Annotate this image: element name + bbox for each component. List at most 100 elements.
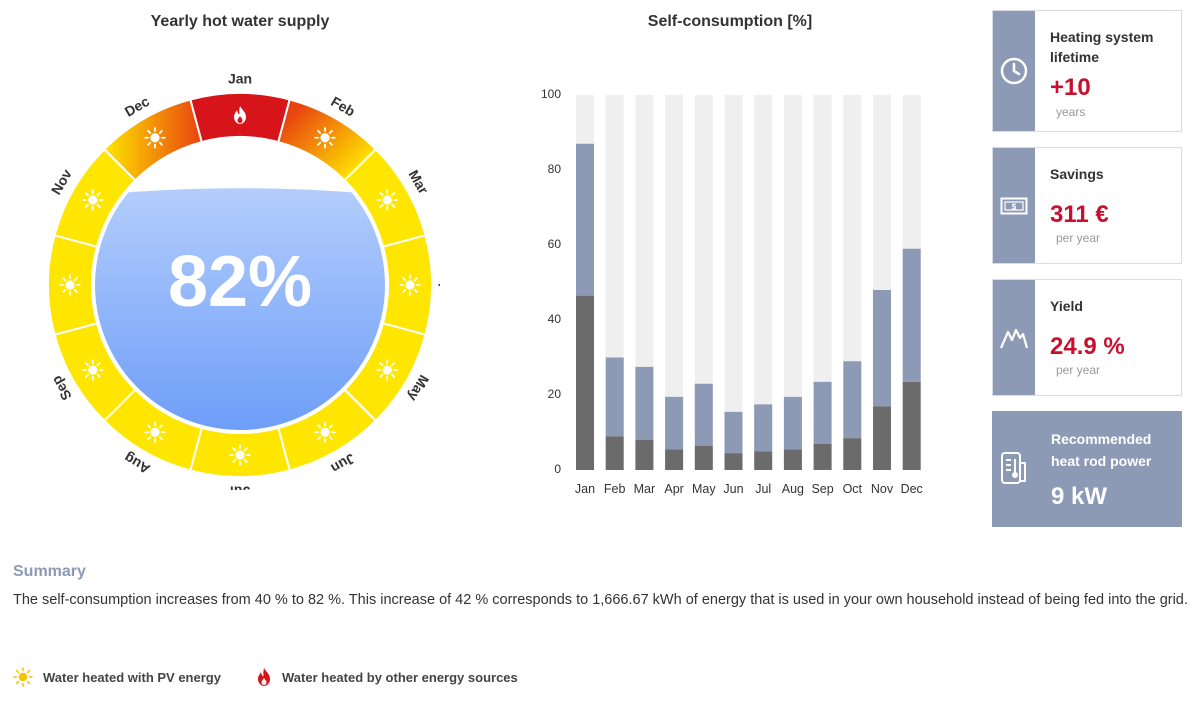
flame-icon [258,668,270,686]
bar-dark [843,438,862,470]
yield-unit: per year [1056,363,1101,377]
x-tick-label: Jul [755,482,771,496]
x-tick-label: Sep [811,482,833,496]
bar-light [843,361,862,439]
bar-background [665,95,684,470]
bar-dark [576,295,594,470]
bar-light [665,396,684,450]
yield-label: Yield [1050,298,1083,314]
x-tick-label: Jun [723,482,743,496]
savings-unit: per year [1056,231,1101,245]
bar-dark [873,406,891,470]
x-tick-label: Dec [901,482,923,496]
power-value: 9 kW [1051,483,1108,510]
bar-dark [754,451,773,470]
water-level [95,188,386,431]
month-label-feb: Feb [328,93,358,119]
bar-dark [694,445,713,470]
sun-icon [82,359,104,381]
month-label-jan: Jan [228,71,252,87]
lifetime-unit: years [1056,105,1086,119]
hot-water-ring: JanFebMarAprMayJunJulAugSepOctNovDec82% [40,71,440,490]
sun-icon [376,189,398,211]
bar-light [605,357,624,437]
power-card-sidebar [993,412,1035,526]
bar-light [902,248,921,382]
sun-icon [399,274,421,296]
legend-pv: Water heated with PV energy [13,667,221,687]
bar-light [694,383,713,446]
sun-icon [144,127,166,149]
bar-background [813,95,832,470]
sun-icon [82,189,104,211]
savings-value: 311 € [1050,201,1109,228]
yield-card-sidebar [993,280,1035,395]
heat-rod-icon [1001,452,1026,484]
legend-pv-label: Water heated with PV energy [43,669,221,685]
bar-light [724,411,743,454]
bar-light [635,366,654,440]
legend-other-label: Water heated by other energy sources [282,669,518,685]
x-tick-label: Feb [604,482,626,496]
bar-background [783,95,802,470]
x-tick-label: Nov [871,482,894,496]
power-label: Recommended heat rod power [1051,431,1152,469]
bar-dark [665,449,684,470]
sun-icon [314,421,336,443]
x-tick-label: Jan [575,482,595,496]
bar-dark [605,436,624,470]
bar-dark [813,443,832,470]
sun-icon [13,667,33,687]
flame-icon [234,106,246,124]
bar-light [576,143,594,296]
bar-dark [635,440,654,470]
sun-icon [376,359,398,381]
sun-icon [144,421,166,443]
bar-light [813,381,832,444]
month-label-jul: Jul [230,483,250,490]
banknote-icon: $ [1000,197,1028,214]
heat-rod-power-card: Recommended heat rod power 9 kW [992,411,1182,527]
bar-background [724,95,743,470]
y-tick-label: 40 [548,312,562,326]
sun-icon [59,274,81,296]
y-tick-label: 0 [554,462,561,476]
bar-dark [783,449,802,470]
savings-card-sidebar: $ [993,148,1035,263]
ring-title: Yearly hot water supply [150,13,330,30]
chart-title: Self-consumption [%] [647,13,813,30]
bar-light [754,404,773,452]
summary-heading: Summary [13,563,86,580]
yield-value: 24.9 % [1050,333,1125,360]
x-tick-label: May [692,482,716,496]
lifetime-label: Heating system lifetime [1050,29,1154,65]
bar-dark [902,381,921,470]
bar-dark [724,453,743,470]
bar-light [873,290,891,407]
sun-icon [229,444,251,466]
sun-icon [314,127,336,149]
self-consumption-chart: 0 20 40 60 80 100 Jan Feb Mar Apr May Jun Jul Aug Sep O… [541,87,923,496]
month-label-apr: Apr [438,273,440,298]
x-tick-label: Aug [782,482,804,496]
lifetime-value: +10 [1050,74,1091,101]
x-tick-label: Apr [664,482,683,496]
bar-light [783,396,802,450]
savings-card: $ Savings 311 € per year [992,147,1182,264]
bar-background [694,95,713,470]
savings-label: Savings [1050,166,1104,182]
month-label-oct: Oct [40,273,42,297]
mountain-icon [999,328,1029,348]
supply-percentage: 82% [168,242,312,322]
lifetime-card-sidebar [993,11,1035,131]
y-tick-label: 20 [548,387,562,401]
bar-background [754,95,773,470]
x-tick-label: Mar [634,482,656,496]
svg-text:$: $ [1012,202,1017,211]
x-tick-label: Oct [843,482,863,496]
clock-icon [1000,57,1028,85]
y-tick-label: 60 [548,237,562,251]
month-label-jun: Jun [328,451,358,477]
y-tick-label: 80 [548,162,562,176]
yield-card: Yield 24.9 % per year [992,279,1182,396]
